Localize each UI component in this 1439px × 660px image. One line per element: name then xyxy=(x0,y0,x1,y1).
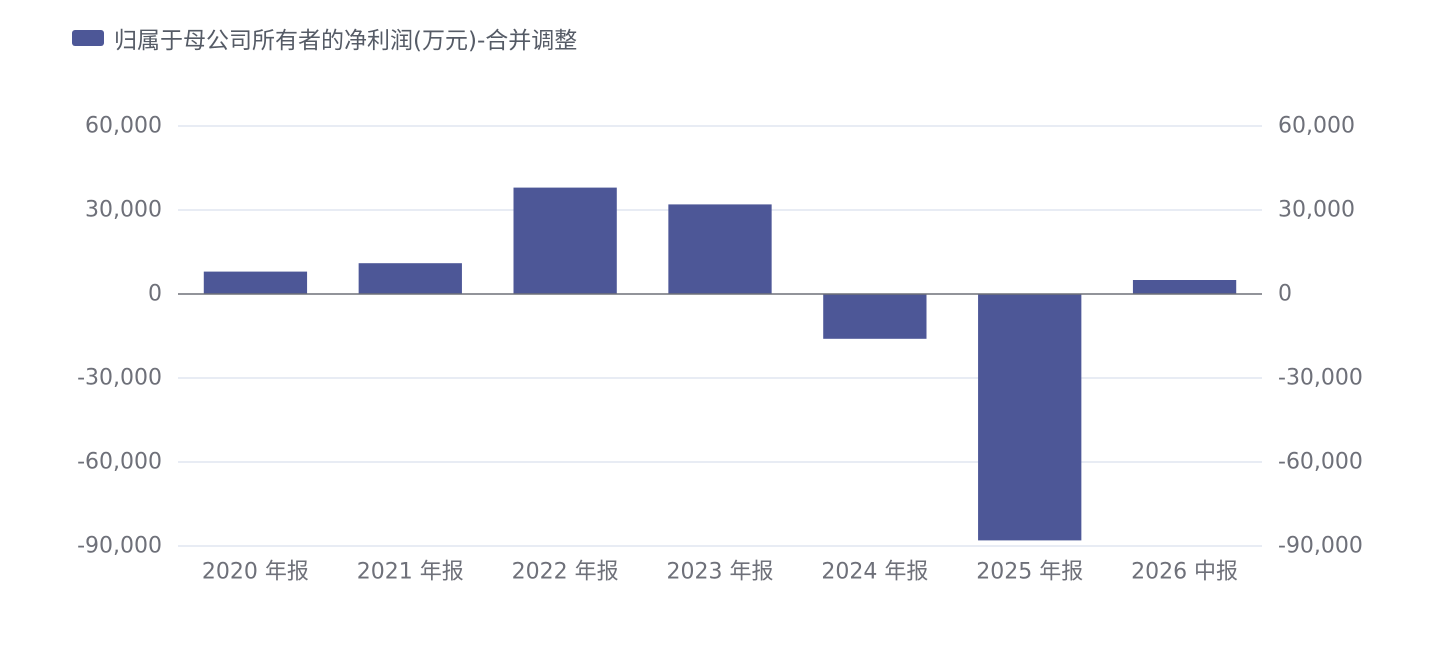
bar[interactable] xyxy=(823,294,927,339)
y-tick-label-right: -90,000 xyxy=(1278,534,1363,559)
bar[interactable] xyxy=(668,204,772,294)
bar[interactable] xyxy=(203,271,308,294)
y-tick-label-right: 30,000 xyxy=(1278,198,1355,223)
y-axis-left: 60,000 30,000 0 -30,000 -60,000 -90,000 xyxy=(77,114,162,559)
y-tick-label-right: 0 xyxy=(1278,282,1292,307)
x-tick-label: 2025 年报 xyxy=(976,560,1083,585)
bar[interactable] xyxy=(978,294,1082,541)
bar[interactable] xyxy=(358,263,462,294)
x-tick-label: 2026 中报 xyxy=(1131,560,1238,585)
y-tick-label-left: 60,000 xyxy=(85,114,162,139)
legend[interactable]: 归属于母公司所有者的净利润(万元)-合并调整 xyxy=(72,20,577,56)
y-tick-label-left: -60,000 xyxy=(77,450,162,475)
legend-label: 归属于母公司所有者的净利润(万元)-合并调整 xyxy=(114,28,578,54)
x-tick-label: 2022 年报 xyxy=(512,560,619,585)
bar[interactable] xyxy=(513,187,617,294)
y-tick-label-right: 60,000 xyxy=(1278,114,1355,139)
bar[interactable] xyxy=(1132,280,1237,294)
legend-swatch xyxy=(72,30,104,46)
x-tick-label: 2024 年报 xyxy=(821,560,928,585)
y-tick-label-right: -30,000 xyxy=(1278,366,1363,391)
grid-lines xyxy=(178,125,1262,547)
x-tick-label: 2020 年报 xyxy=(202,560,309,585)
y-axis-right: 60,000 30,000 0 -30,000 -60,000 -90,000 xyxy=(1278,114,1363,559)
x-axis: 2020 年报 2021 年报 2022 年报 2023 年报 2024 年报 2025 … xyxy=(202,560,1238,585)
x-tick-label: 2023 年报 xyxy=(667,560,774,585)
bars xyxy=(203,187,1237,541)
y-tick-label-left: 0 xyxy=(148,282,162,307)
y-tick-label-left: -30,000 xyxy=(77,366,162,391)
y-tick-label-left: -90,000 xyxy=(77,534,162,559)
y-tick-label-right: -60,000 xyxy=(1278,450,1363,475)
y-tick-label-left: 30,000 xyxy=(85,198,162,223)
x-tick-label: 2021 年报 xyxy=(357,560,464,585)
